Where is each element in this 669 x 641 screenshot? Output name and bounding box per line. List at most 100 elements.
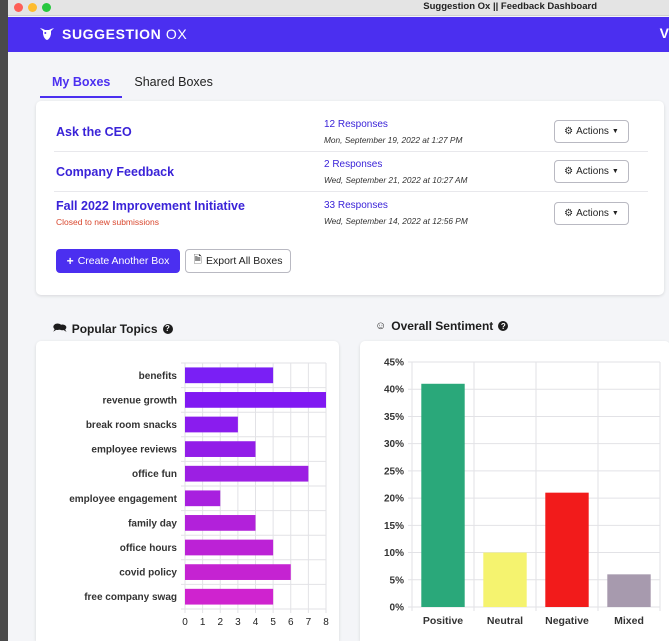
bar [185, 490, 221, 507]
actions-dropdown-button[interactable]: ⚙ Actions ▼ [554, 160, 629, 183]
overall-sentiment-chart: 0% 5% 10% 15% 20% 25% 30% 35% 40% 45% Positive Neut… [384, 358, 661, 627]
caret-down-icon: ▼ [611, 168, 619, 175]
last-response-date: Mon, September 19, 2022 at 1:27 PM [324, 135, 463, 145]
zoom-window-button[interactable] [42, 3, 51, 12]
box-row: Ask the CEO 12 Responses Mon, September … [54, 111, 648, 152]
logo-word-suggestion: SUGGESTION [62, 26, 162, 42]
user-menu-trigger[interactable]: V [659, 25, 669, 41]
smiley-icon: ☺ [375, 320, 387, 332]
ox-head-icon [40, 28, 54, 40]
bar [185, 465, 309, 482]
category-label: employee engagement [69, 494, 177, 505]
y-tick-label: 40% [384, 385, 404, 396]
overall-sentiment-title: Overall Sentiment [391, 319, 494, 333]
x-tick-label: 8 [323, 617, 329, 628]
gear-icon: ⚙ [564, 126, 574, 137]
y-tick-label: 15% [384, 521, 404, 532]
x-tick-label: 6 [288, 617, 294, 628]
category-label: Neutral [487, 615, 523, 627]
actions-label: Actions [576, 126, 609, 137]
overall-sentiment-card: 0% 5% 10% 15% 20% 25% 30% 35% 40% 45% Positive Neut… [360, 341, 669, 641]
box-name-link[interactable]: Company Feedback [56, 165, 175, 179]
y-tick-label: 45% [384, 358, 404, 369]
popular-topics-card: 0 1 2 3 4 5 6 7 8 benefits revenue growth break roo… [36, 341, 339, 641]
tab-shared-boxes[interactable]: Shared Boxes [134, 75, 213, 89]
category-label: benefits [139, 371, 178, 382]
responses-link[interactable]: 2 Responses [324, 159, 383, 170]
bar [185, 588, 274, 605]
category-label: Mixed [614, 615, 644, 627]
x-tick-label: 1 [200, 617, 206, 628]
category-label: Positive [423, 615, 463, 627]
title-bar: Suggestion Ox || Feedback Dashboard [8, 0, 669, 16]
responses-link[interactable]: 12 Responses [324, 119, 388, 130]
x-tick-label: 2 [217, 617, 223, 628]
y-tick-label: 0% [390, 603, 405, 614]
y-tick-label: 10% [384, 548, 404, 559]
bar [185, 367, 274, 384]
x-tick-label: 7 [306, 617, 312, 628]
tab-my-boxes[interactable]: My Boxes [40, 72, 123, 98]
responses-link[interactable]: 33 Responses [324, 200, 388, 211]
bar [185, 564, 291, 580]
category-label: family day [128, 518, 177, 529]
category-label: break room snacks [86, 420, 178, 431]
bar [185, 392, 326, 408]
create-box-button[interactable]: + Create Another Box [56, 249, 180, 273]
gear-icon: ⚙ [564, 166, 574, 177]
bar [185, 441, 256, 457]
x-tick-label: 4 [253, 617, 259, 628]
boxes-card: Ask the CEO 12 Responses Mon, September … [36, 101, 664, 295]
popular-topics-chart: 0 1 2 3 4 5 6 7 8 benefits revenue growth break roo… [69, 362, 329, 628]
category-label: revenue growth [103, 395, 177, 406]
last-response-date: Wed, September 21, 2022 at 10:27 AM [324, 175, 468, 185]
top-navbar: SUGGESTION OX V [8, 17, 669, 52]
y-tick-label: 35% [384, 412, 404, 423]
bar [545, 492, 589, 607]
logo[interactable]: SUGGESTION OX [38, 26, 187, 42]
bar [185, 416, 238, 433]
x-tick-label: 5 [270, 617, 276, 628]
box-row: Company Feedback 2 Responses Wed, Septem… [54, 152, 648, 192]
plus-icon: + [66, 254, 74, 268]
x-tick-label: 0 [182, 617, 188, 628]
overall-sentiment-heading: ☺ Overall Sentiment ? [375, 319, 509, 333]
document-icon: 🗎 [193, 254, 202, 266]
actions-dropdown-button[interactable]: ⚙ Actions ▼ [554, 120, 629, 143]
closed-status: Closed to new submissions [56, 217, 159, 227]
window-title: Suggestion Ox || Feedback Dashboard [423, 1, 597, 12]
bar [483, 552, 527, 607]
category-label: office fun [132, 469, 177, 480]
last-response-date: Wed, September 14, 2022 at 12:56 PM [324, 216, 468, 226]
logo-word-ox: OX [165, 26, 188, 42]
bar [185, 539, 274, 556]
actions-label: Actions [576, 166, 609, 177]
box-row: Fall 2022 Improvement Initiative Closed … [54, 192, 648, 234]
gear-icon: ⚙ [564, 208, 574, 219]
category-label: office hours [120, 543, 178, 554]
actions-label: Actions [576, 208, 609, 219]
popular-topics-heading: 🗪 Popular Topics ? [53, 319, 173, 338]
popular-topics-title: Popular Topics [71, 321, 158, 336]
minimize-window-button[interactable] [28, 3, 37, 12]
y-tick-label: 25% [384, 466, 404, 477]
chat-bubbles-icon: 🗪 [53, 322, 67, 334]
bar [607, 574, 651, 607]
close-window-button[interactable] [14, 3, 23, 12]
category-label: covid policy [119, 568, 177, 579]
help-icon[interactable]: ? [162, 323, 173, 334]
bar [421, 383, 465, 607]
y-tick-label: 30% [384, 439, 404, 450]
category-label: free company swag [84, 592, 177, 603]
help-icon[interactable]: ? [498, 321, 509, 331]
create-box-label: Create Another Box [77, 255, 170, 267]
box-name-link[interactable]: Ask the CEO [56, 125, 132, 139]
bar [185, 515, 256, 531]
x-tick-label: 3 [235, 617, 241, 628]
actions-dropdown-button[interactable]: ⚙ Actions ▼ [554, 202, 629, 225]
caret-down-icon: ▼ [611, 128, 619, 135]
export-boxes-button[interactable]: 🗎 Export All Boxes [185, 249, 291, 273]
box-name-link[interactable]: Fall 2022 Improvement Initiative [56, 199, 245, 213]
export-boxes-label: Export All Boxes [206, 255, 283, 267]
